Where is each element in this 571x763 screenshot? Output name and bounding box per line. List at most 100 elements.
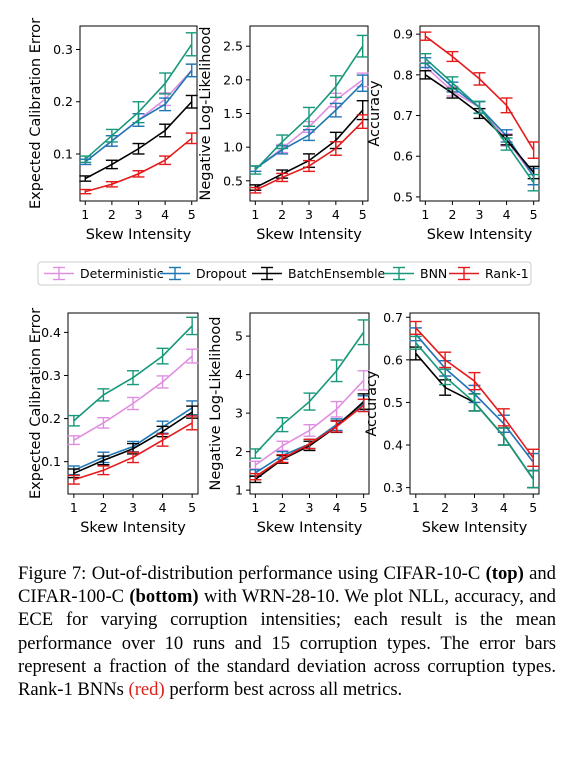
legend-entry-deterministic: Deterministic xyxy=(44,266,164,281)
chart-panel-5: 1 2 3 4 5 1 2 3 4 5 Skew Intensity Negative Log-Lik… xyxy=(208,312,370,536)
x-tick-label: 5 xyxy=(530,207,538,222)
error-bar xyxy=(329,102,342,118)
error-bar xyxy=(276,417,289,433)
error-bar xyxy=(276,172,289,183)
error-bar xyxy=(356,74,369,92)
figure: 0.1 0.2 0.3 1 2 3 4 5 Skew Intensity Expected Cal… xyxy=(28,18,540,536)
series-rank-1 xyxy=(79,132,198,195)
error-bar xyxy=(439,351,452,369)
x-tick-label: 5 xyxy=(359,207,367,222)
caption-text-1: Out-of-distribution performance using CI… xyxy=(91,563,481,584)
y-tick-label: 0.1 xyxy=(41,454,61,469)
error-bar xyxy=(105,128,118,143)
y-tick-label: 0.5 xyxy=(223,173,243,188)
y-tick-label: 1.0 xyxy=(223,140,243,155)
chart-panel-1: 0.1 0.2 0.3 1 2 3 4 5 Skew Intensity Expected Cal… xyxy=(28,18,198,243)
series-batchensemble xyxy=(409,346,540,489)
y-tick-label: 0.5 xyxy=(383,395,403,410)
y-tick-label: 2.5 xyxy=(223,39,243,54)
x-tick-label: 1 xyxy=(421,207,429,222)
y-tick-label: 0.3 xyxy=(41,368,61,383)
x-axis-label: Skew Intensity xyxy=(427,227,533,243)
x-tick-label: 4 xyxy=(500,500,508,515)
x-tick-label: 3 xyxy=(306,500,314,515)
error-bar xyxy=(127,396,139,411)
error-bar xyxy=(468,393,481,412)
legend: Deterministic Dropout BatchEnsemble BNN Rank… xyxy=(37,261,532,286)
error-bar xyxy=(473,72,486,86)
y-axis-label: Accuracy xyxy=(367,80,383,147)
y-tick-label: 1.5 xyxy=(223,106,243,121)
x-tick-label: 5 xyxy=(529,500,537,515)
x-axis-label: Skew Intensity xyxy=(86,227,192,243)
caption-bottom: (bottom) xyxy=(129,586,199,608)
error-bar xyxy=(357,370,370,391)
error-bar xyxy=(527,173,540,192)
error-bar xyxy=(185,63,198,78)
error-bar xyxy=(97,455,110,466)
error-bar xyxy=(329,141,342,156)
error-bar xyxy=(79,188,92,195)
series-bnn xyxy=(419,52,540,192)
error-bar xyxy=(127,370,139,386)
x-tick-label: 2 xyxy=(99,500,107,515)
error-bar xyxy=(409,320,422,335)
series-bnn xyxy=(79,32,198,164)
series-rank-1 xyxy=(249,398,370,481)
caption-text-2: and CIFAR-100-C xyxy=(18,563,556,608)
legend-entry-dropout: Dropout xyxy=(160,266,247,281)
legend-label: Dropout xyxy=(196,266,247,281)
x-tick-label: 1 xyxy=(251,207,259,222)
series-batchensemble xyxy=(79,94,198,182)
error-bar xyxy=(159,155,172,166)
chart-panel-2: 0.5 1.0 1.5 2.0 2.5 1 2 3 4 5 Skew Intensity Negati… xyxy=(198,25,369,243)
x-tick-label: 5 xyxy=(188,500,196,515)
legend-entry-bnn: BNN xyxy=(384,266,447,281)
x-tick-label: 1 xyxy=(412,500,420,515)
error-bar xyxy=(249,165,262,175)
error-bar xyxy=(105,159,118,170)
error-bar xyxy=(303,423,316,437)
y-tick-label: 0.8 xyxy=(393,67,413,82)
error-bar xyxy=(105,180,118,188)
error-bar xyxy=(527,448,540,468)
error-bar xyxy=(500,97,513,114)
error-bar xyxy=(79,175,92,182)
y-tick-label: 0.9 xyxy=(393,27,413,42)
y-axis-label: Expected Calibration Error xyxy=(28,18,44,209)
x-tick-label: 2 xyxy=(278,500,286,515)
error-bar xyxy=(249,460,262,470)
error-bar xyxy=(67,414,80,427)
x-axis-label: Skew Intensity xyxy=(256,227,362,243)
y-tick-label: 0.6 xyxy=(393,149,413,164)
legend-label: Rank-1 xyxy=(485,266,529,281)
error-bar xyxy=(249,448,262,459)
error-bar xyxy=(527,141,540,159)
x-tick-label: 2 xyxy=(278,207,286,222)
series-rank-1 xyxy=(419,31,540,159)
error-bar xyxy=(132,101,145,124)
error-bar xyxy=(357,398,370,413)
y-tick-label: 0.6 xyxy=(383,352,403,367)
legend-entry-batchensemble: BatchEnsemble xyxy=(252,266,386,281)
x-tick-label: 4 xyxy=(161,207,169,222)
legend-label: Deterministic xyxy=(80,266,164,281)
error-bar xyxy=(356,114,369,130)
y-tick-label: 0.2 xyxy=(41,411,61,426)
x-tick-label: 4 xyxy=(503,207,511,222)
chart-panel-3: 0.5 0.6 0.7 0.8 0.9 1 2 3 4 5 Skew Intensity Accura… xyxy=(367,25,540,243)
error-bar xyxy=(156,375,169,389)
error-bar xyxy=(497,408,510,427)
error-bar xyxy=(132,170,145,178)
error-bar xyxy=(79,155,92,164)
error-bar xyxy=(329,75,342,99)
y-tick-label: 5 xyxy=(235,329,243,344)
x-axis-label: Skew Intensity xyxy=(257,520,363,536)
y-axis-label: Negative Log-Likelihood xyxy=(198,27,214,201)
legend-frame xyxy=(37,261,532,286)
x-tick-label: 4 xyxy=(159,500,167,515)
error-bar xyxy=(97,417,110,429)
y-tick-label: 0.7 xyxy=(393,108,413,123)
